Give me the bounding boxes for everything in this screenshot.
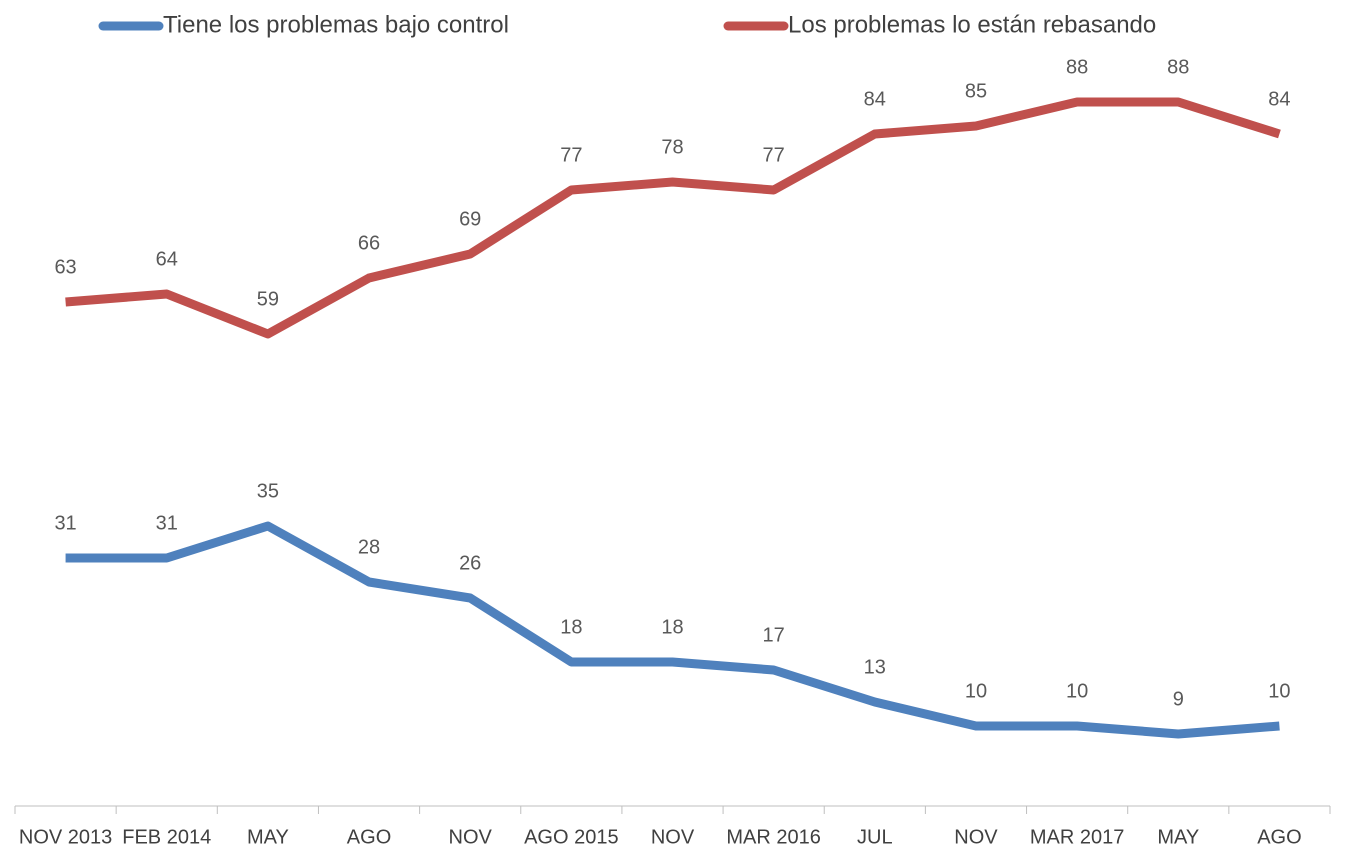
x-tick-label: NOV bbox=[651, 826, 695, 848]
data-label: 35 bbox=[257, 480, 279, 502]
x-tick-label: FEB 2014 bbox=[122, 826, 211, 848]
legend-label: Tiene los problemas bajo control bbox=[163, 11, 509, 38]
data-label: 18 bbox=[661, 616, 683, 638]
x-tick-label: MAR 2017 bbox=[1030, 826, 1125, 848]
data-label: 88 bbox=[1066, 56, 1088, 78]
data-label: 31 bbox=[156, 512, 178, 534]
data-label: 26 bbox=[459, 552, 481, 574]
data-label: 13 bbox=[864, 656, 886, 678]
data-label: 10 bbox=[1268, 680, 1290, 702]
series-line bbox=[65, 521, 1280, 739]
data-label: 9 bbox=[1173, 688, 1184, 710]
data-label: 18 bbox=[560, 616, 582, 638]
x-tick-label: AGO bbox=[1257, 826, 1301, 848]
x-tick-label: NOV bbox=[954, 826, 998, 848]
x-tick-label: MAY bbox=[1157, 826, 1199, 848]
data-label: 10 bbox=[1066, 680, 1088, 702]
x-tick-label: JUL bbox=[857, 826, 893, 848]
data-label: 66 bbox=[358, 232, 380, 254]
data-label: 85 bbox=[965, 80, 987, 102]
data-label: 63 bbox=[54, 256, 76, 278]
data-label: 77 bbox=[560, 144, 582, 166]
series-line bbox=[65, 97, 1281, 339]
data-label: 84 bbox=[1268, 88, 1290, 110]
data-label: 59 bbox=[257, 288, 279, 310]
data-label: 17 bbox=[763, 624, 785, 646]
x-tick-label: AGO bbox=[347, 826, 391, 848]
data-label: 88 bbox=[1167, 56, 1189, 78]
data-label: 31 bbox=[54, 512, 76, 534]
data-label: 77 bbox=[763, 144, 785, 166]
x-tick-label: MAR 2016 bbox=[726, 826, 821, 848]
data-label: 28 bbox=[358, 536, 380, 558]
x-tick-label: NOV 2013 bbox=[19, 826, 112, 848]
data-label: 64 bbox=[156, 248, 178, 270]
legend-label: Los problemas lo están rebasando bbox=[788, 11, 1156, 38]
x-tick-label: AGO 2015 bbox=[524, 826, 619, 848]
data-label: 78 bbox=[661, 136, 683, 158]
x-tick-label: MAY bbox=[247, 826, 289, 848]
x-tick-label: NOV bbox=[449, 826, 493, 848]
data-label: 84 bbox=[864, 88, 886, 110]
data-label: 10 bbox=[965, 680, 987, 702]
data-label: 69 bbox=[459, 208, 481, 230]
